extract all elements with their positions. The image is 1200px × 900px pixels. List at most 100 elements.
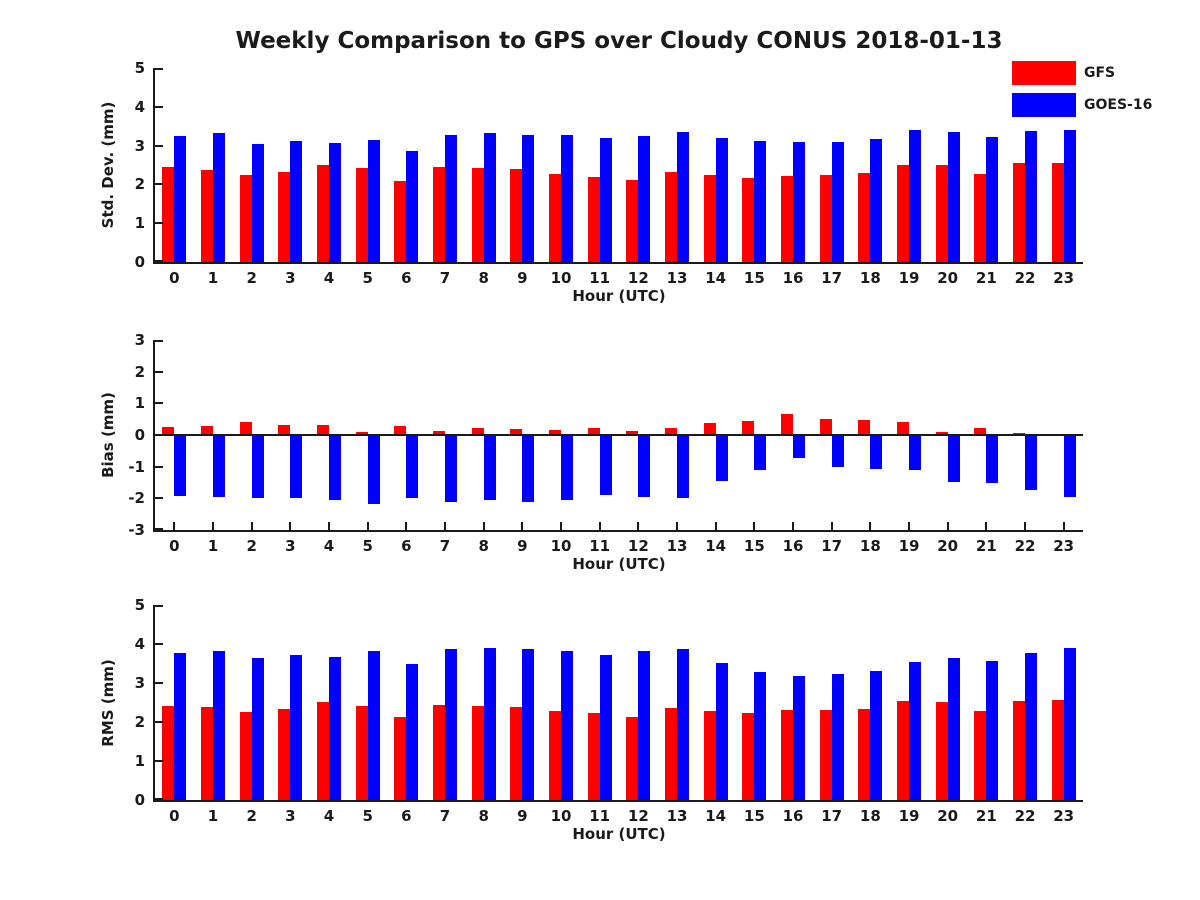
x-tick <box>637 522 640 530</box>
x-tick <box>946 522 949 530</box>
bar-goes-16-hour-2 <box>251 658 264 800</box>
x-tick-label: 0 <box>169 807 180 825</box>
legend-item-goes16: GOES-16 <box>1012 93 1152 117</box>
bar-gfs-hour-23 <box>1051 699 1064 800</box>
x-tick-label: 3 <box>285 269 296 287</box>
x-tick-label: 16 <box>782 807 804 825</box>
bar-goes-16-hour-12 <box>638 135 651 262</box>
y-tick <box>155 721 163 723</box>
y-tick <box>155 465 163 468</box>
bar-gfs-hour-2 <box>239 421 252 435</box>
y-tick-label: 4 <box>134 97 145 116</box>
x-tick-label: 20 <box>937 807 959 825</box>
bar-goes-16-hour-10 <box>561 435 573 500</box>
x-tick <box>598 522 601 530</box>
x-tick <box>289 522 292 530</box>
bar-goes-16-hour-23 <box>1063 435 1076 498</box>
bar-goes-16-hour-13 <box>677 435 689 499</box>
x-tick-label: 8 <box>478 807 489 825</box>
x-tick-label: 23 <box>1053 537 1075 555</box>
bar-goes-16-hour-22 <box>1025 435 1037 490</box>
x-tick-label: 10 <box>550 269 572 287</box>
bar-goes-16-hour-18 <box>870 435 883 469</box>
x-tick-label: 20 <box>937 269 959 287</box>
x-tick-label: 4 <box>323 269 335 287</box>
x-tick-label: 8 <box>478 269 489 287</box>
x-tick-label: 18 <box>859 807 881 825</box>
bar-gfs-hour-12 <box>626 179 639 262</box>
bar-gfs-hour-3 <box>278 708 291 800</box>
bar-goes-16-hour-4 <box>329 656 341 800</box>
bar-gfs-hour-5 <box>355 705 368 800</box>
bar-gfs-hour-6 <box>394 717 407 800</box>
y-tick-label: 3 <box>134 674 145 692</box>
bar-gfs-hour-0 <box>162 427 175 435</box>
bar-gfs-hour-6 <box>394 426 407 435</box>
x-tick-label: 3 <box>285 807 296 825</box>
bar-gfs-hour-16 <box>781 414 793 435</box>
x-tick-label: 8 <box>478 537 489 555</box>
y-tick <box>155 643 163 645</box>
x-tick <box>444 522 446 530</box>
x-tick-label: 15 <box>743 537 765 555</box>
y-tick <box>155 798 163 800</box>
bar-gfs-hour-3 <box>278 171 291 262</box>
bar-goes-16-hour-0 <box>174 135 187 262</box>
bar-gfs-hour-20 <box>935 165 948 262</box>
bias-chart: Bias (mm) -3 -2 -1 0 1 2 3 0 1 2 3 4 5 6 7 8 9 10 11 12 13 14… <box>99 331 1083 573</box>
x-tick-label: 12 <box>627 537 649 555</box>
bar-goes-16-hour-8 <box>483 132 496 262</box>
x-tick-label: 5 <box>362 807 373 825</box>
bar-goes-16-hour-20 <box>947 435 960 482</box>
x-tick-label: 2 <box>246 269 257 287</box>
bar-goes-16-hour-11 <box>599 435 612 495</box>
x-tick-label: 15 <box>743 269 765 287</box>
rms-chart: RMS (mm) 0 1 2 3 4 5 0 1 2 3 4 5 6 7 8 9 10 11 12 13 14 15 16 1… <box>99 596 1083 843</box>
x-tick <box>714 522 717 530</box>
x-tick-label: 14 <box>705 537 727 555</box>
y-tick <box>155 528 163 530</box>
x-tick-label: 2 <box>246 807 257 825</box>
bar-goes-16-hour-17 <box>831 673 844 800</box>
bar-gfs-hour-21 <box>974 711 987 800</box>
x-tick-label: 10 <box>550 537 572 555</box>
x-tick <box>1024 522 1026 530</box>
x-tick-label: 19 <box>898 807 920 825</box>
bar-goes-16-hour-20 <box>947 132 960 262</box>
bar-goes-16-hour-9 <box>522 134 535 262</box>
bar-goes-16-hour-22 <box>1025 652 1037 800</box>
bar-gfs-hour-12 <box>626 716 639 800</box>
x-axis-line <box>155 262 1083 264</box>
legend-label-goes16: GOES-16 <box>1084 97 1153 113</box>
x-tick <box>212 522 214 530</box>
bar-goes-16-hour-3 <box>290 435 303 499</box>
bar-goes-16-hour-2 <box>251 435 264 499</box>
bar-goes-16-hour-23 <box>1063 647 1076 800</box>
bar-goes-16-hour-15 <box>754 435 767 471</box>
bar-goes-16-hour-22 <box>1025 130 1037 262</box>
x-tick-label: 12 <box>627 269 649 287</box>
bar-gfs-hour-18 <box>858 420 871 435</box>
bar-goes-16-hour-7 <box>445 134 457 262</box>
bar-gfs-hour-6 <box>394 180 407 262</box>
y-axis-line <box>153 68 155 264</box>
bar-goes-16-hour-23 <box>1063 129 1076 262</box>
x-tick <box>521 522 524 530</box>
bar-gfs-hour-11 <box>587 176 600 262</box>
y-tick-label: -1 <box>128 457 145 476</box>
bar-gfs-hour-14 <box>703 175 716 262</box>
bar-goes-16-hour-14 <box>715 137 728 262</box>
x-tick <box>985 522 988 530</box>
x-tick-label: 1 <box>207 537 219 555</box>
bar-gfs-hour-9 <box>510 428 523 435</box>
y-tick <box>155 402 163 405</box>
bar-goes-16-hour-6 <box>406 435 419 499</box>
x-tick-label: 0 <box>169 537 180 555</box>
bar-gfs-hour-15 <box>742 713 755 800</box>
bar-gfs-hour-16 <box>781 709 793 800</box>
y-tick-label: 5 <box>134 596 145 614</box>
legend: GFS GOES-16 <box>1012 61 1152 125</box>
y-tick-label: 4 <box>134 635 145 653</box>
x-tick-label: 21 <box>975 537 997 555</box>
bar-goes-16-hour-16 <box>793 142 805 262</box>
